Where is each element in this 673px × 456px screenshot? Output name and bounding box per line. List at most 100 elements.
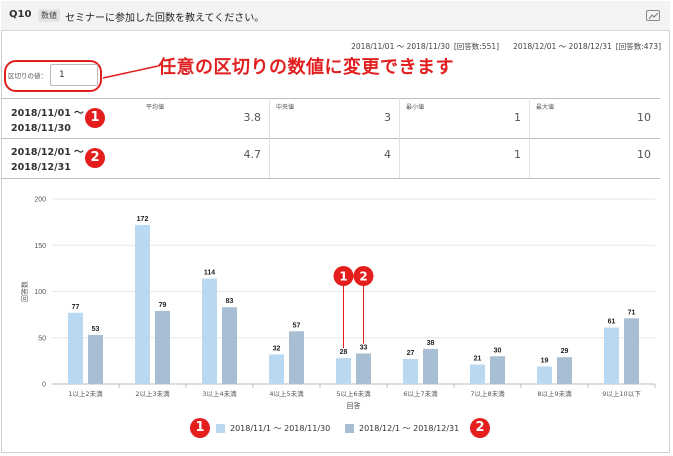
annotation-badge [353,266,374,286]
period-2-range: 2018/12/01 ～ 2018/12/31 [513,42,612,51]
legend-badge-1: 1 [190,418,210,438]
data-label: 83 [226,298,234,305]
stats-header-mean: 平均値 [146,104,165,111]
x-tick-label: 4以上5未満 [269,389,304,398]
stats-header-min: 最小値 [406,104,425,111]
stats-value: 4.7 [243,148,262,161]
bar-series-2 [557,357,572,384]
x-tick-label: 6以上7未満 [403,389,438,398]
question-number: Q10 [9,9,32,20]
stats-row-label-start: 2018/12/01 ～ [11,147,84,158]
x-tick-label: 7以上8未満 [470,389,505,398]
bar-series-2 [624,318,639,384]
period-1-range: 2018/11/01 ～ 2018/11/30 [351,42,450,51]
stats-row-divider [1,138,660,139]
data-label: 53 [92,326,100,333]
bar-series-2 [88,334,103,384]
stats-row-divider [1,98,660,99]
data-label: 28 [340,349,348,356]
annotation-badge-label: 1 [339,270,347,284]
annotation-badge [333,266,354,286]
bar-series-1 [269,354,284,384]
question-header: Q10 数値 セミナーに参加した回数を教えてください。 [1,1,670,31]
data-label: 61 [608,319,616,326]
period-summary: 2018/11/01 ～ 2018/11/30 [回答数:551] 2018/12/… [337,41,661,52]
bar-series-2 [356,353,371,384]
stats-row-label-end: 2018/11/30 [11,123,71,134]
stats-value: 3 [384,111,391,124]
bar-series-1 [68,312,83,384]
stats-row-label: 2018/11/01 ～ 2018/11/30 [11,106,84,136]
data-label: 38 [427,340,435,347]
stats-row-label-end: 2018/12/31 [11,162,71,173]
x-tick-label: 5以上6未満 [336,389,371,398]
stats-value: 3.8 [243,111,262,124]
data-label: 30 [494,347,502,354]
question-type-badge: 数値 [38,9,60,22]
bar-series-1 [336,358,351,384]
stats-row-label-start: 2018/11/01 ～ [11,108,84,119]
period-2-badge: 2 [85,148,105,168]
x-tick-label: 8以上9未満 [537,389,572,398]
stats-col-divider [399,98,400,178]
legend-label-series-2: 2018/12/1 ～ 2018/12/31 [359,424,460,433]
y-tick-label: 200 [34,197,46,204]
x-tick-label: 3以上4未満 [202,389,237,398]
bar-series-1 [202,278,217,384]
bar-series-1 [604,327,619,384]
period-1-count: [回答数:551] [453,42,500,51]
y-tick-label: 150 [34,243,46,250]
x-tick-label: 9以上10以下 [602,389,641,398]
data-label: 21 [474,356,482,363]
stats-table: 平均値 中央値 最小値 最大値 2018/11/01 ～ 2018/11/30 … [1,98,660,180]
y-tick-label: 0 [42,382,46,389]
interval-highlight [4,60,102,92]
period-1-badge: 1 [85,108,105,128]
stats-col-divider [529,98,530,178]
data-label: 172 [137,216,149,223]
bar-series-2 [423,348,438,384]
bar-series-2 [222,307,237,384]
bar-series-2 [490,356,505,384]
stats-value: 10 [637,148,651,161]
stats-value: 1 [514,148,521,161]
stats-row-label: 2018/12/01 ～ 2018/12/31 [11,145,84,175]
y-tick-label: 50 [38,335,46,342]
bar-series-1 [135,224,150,384]
legend-label-series-1: 2018/11/1 ～ 2018/11/30 [230,424,331,433]
question-text: セミナーに参加した回数を教えてください。 [65,13,265,24]
stats-header-max: 最大値 [536,104,555,111]
data-label: 27 [407,350,415,357]
x-axis-label: 回答 [347,401,361,410]
stats-col-divider [269,98,270,178]
x-tick-label: 1以上2未満 [68,389,103,398]
data-label: 71 [628,309,636,316]
stats-header-median: 中央値 [276,104,295,111]
data-label: 114 [204,270,215,277]
bar-series-1 [470,364,485,384]
data-label: 77 [72,304,80,311]
data-label: 79 [159,302,167,309]
interval-input[interactable]: 1 [50,64,98,86]
stats-value: 1 [514,111,521,124]
y-axis-label: 回答数 [20,281,29,302]
data-label: 57 [293,322,301,329]
callout-text: 任意の区切りの数値に変更できます [158,57,454,78]
stats-value: 4 [384,148,391,161]
data-label: 19 [541,357,549,364]
x-tick-label: 2以上3未満 [135,389,170,398]
legend-swatch-series-1 [216,424,225,433]
bar-chart: 0 50 100 150 200 回答数 77 53 1以上2未満 172 79 2以上3未満 114 8… [20,197,656,410]
data-label: 32 [273,345,281,352]
interval-label: 区切りの値： [8,72,47,80]
period-2-count: [回答数:473] [615,42,661,51]
y-tick-label: 100 [34,289,46,296]
data-label: 33 [360,344,368,351]
chart-legend: 1 2018/11/1 ～ 2018/11/30 2018/12/1 ～ 201… [190,418,500,438]
bar-series-1 [403,359,418,384]
data-label: 29 [561,348,569,355]
bar-series-2 [289,331,304,384]
bar-series-1 [537,366,552,384]
chart-icon[interactable] [646,10,660,21]
stats-value: 10 [637,111,651,124]
